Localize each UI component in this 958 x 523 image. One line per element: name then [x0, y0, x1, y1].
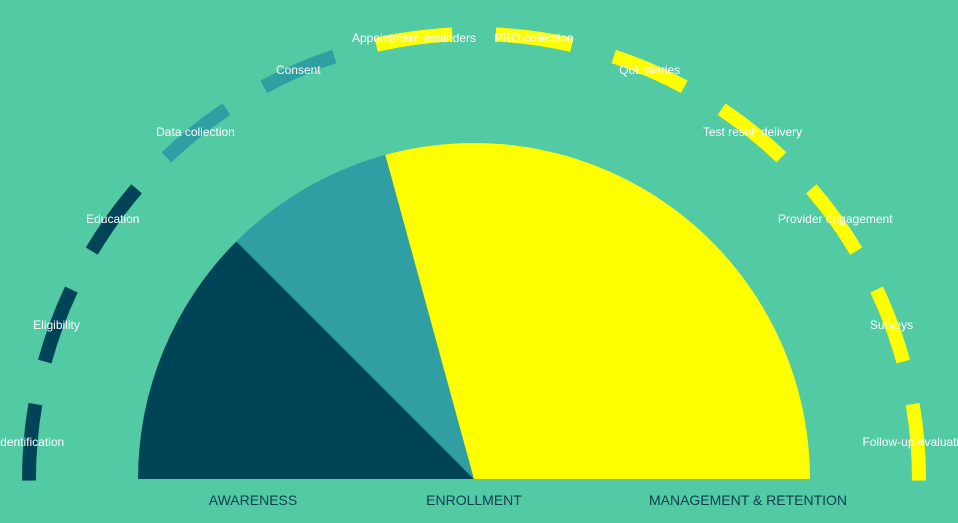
- phase-labels: AWARENESS ENROLLMENT MANAGEMENT & RETENTIO…: [209, 492, 847, 508]
- phase-wedges: [138, 143, 810, 480]
- step-arc: [870, 286, 910, 364]
- step-label: Data collection: [156, 125, 235, 139]
- wedge-awareness: [138, 241, 474, 479]
- phase-label-awareness: AWARENESS: [209, 492, 297, 508]
- step-label: Follow-up evaluation: [862, 435, 958, 449]
- step-arc: [21, 402, 43, 481]
- wedge-enrollment: [236, 154, 474, 479]
- phase-label-enrollment: ENROLLMENT: [426, 492, 522, 508]
- step-arc: [38, 286, 78, 364]
- step-arc: [260, 49, 337, 94]
- step-label: Education: [86, 212, 139, 226]
- step-label: PRO collection: [494, 31, 573, 45]
- step-label: Test result delivery: [703, 125, 802, 139]
- step-label: Eligibility: [33, 318, 80, 332]
- wedge-management: [385, 143, 810, 480]
- step-label: Provider engagement: [778, 212, 893, 226]
- step-arc: [717, 103, 787, 163]
- step-arc: [85, 184, 142, 255]
- phase-label-management: MANAGEMENT & RETENTION: [649, 492, 847, 508]
- step-arc-ring: [21, 27, 927, 481]
- step-label: QoL diaries: [619, 63, 680, 77]
- step-labels: Identification Eligibility Education Data c…: [0, 31, 958, 449]
- step-arc: [806, 184, 863, 255]
- step-label: Surveys: [870, 318, 913, 332]
- step-label: Consent: [276, 63, 321, 77]
- step-arc: [495, 27, 574, 52]
- step-arc: [611, 49, 688, 94]
- step-arc: [905, 402, 927, 481]
- step-label: Appointment reminders: [352, 31, 476, 45]
- step-arc: [161, 103, 231, 163]
- step-label: Identification: [0, 435, 64, 449]
- step-arc: [374, 27, 453, 52]
